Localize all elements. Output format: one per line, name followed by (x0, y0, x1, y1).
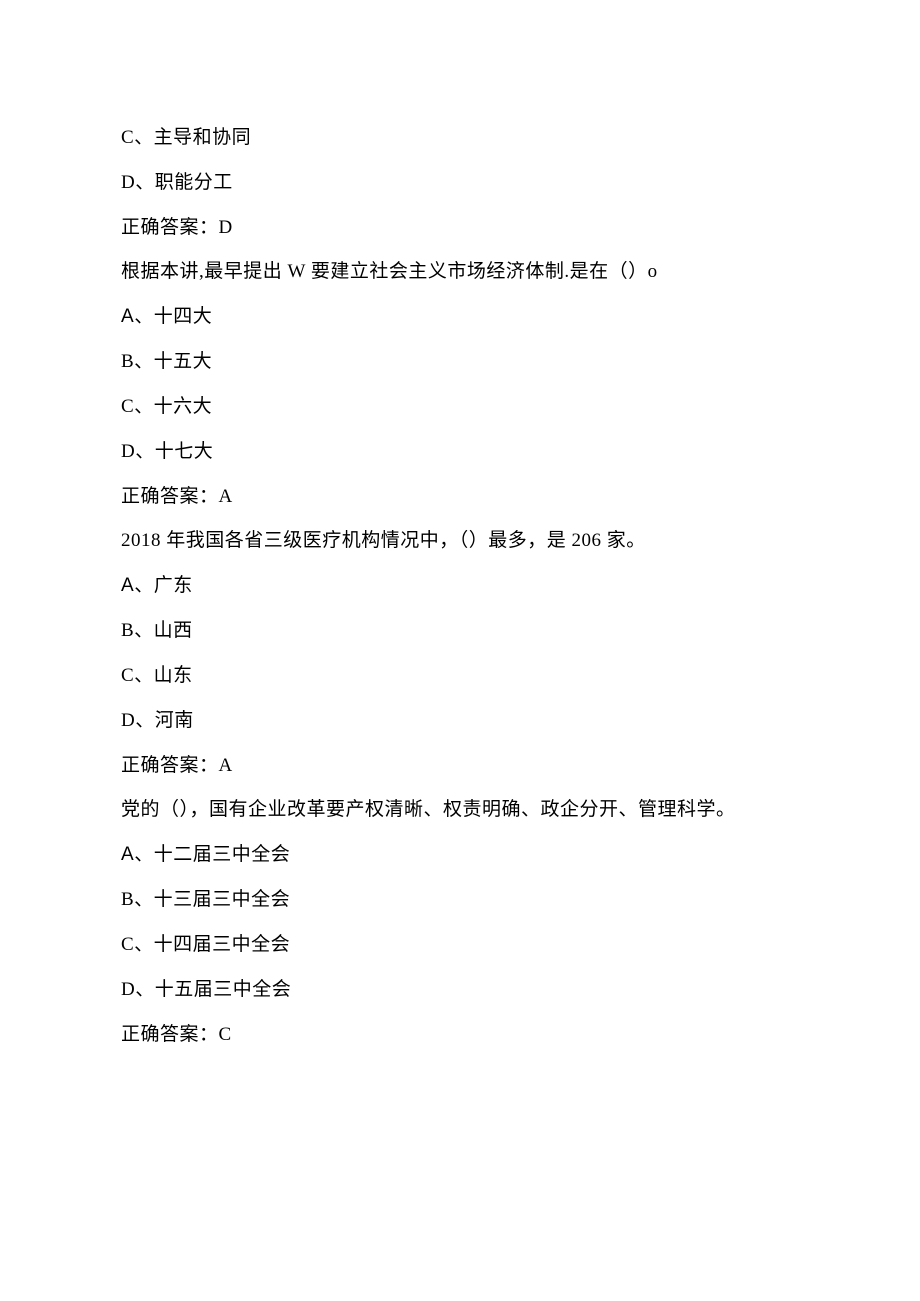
option-b-line: B、山西 (121, 609, 820, 654)
option-a-text: 、十四大 (134, 306, 212, 327)
option-d-line: D、十七大 (121, 430, 820, 475)
answer-line: 正确答案：C (121, 1013, 820, 1058)
answer-line: 正确答案：D (121, 206, 820, 251)
option-a-line: A、广东 (121, 564, 820, 609)
option-d-line: D、十五届三中全会 (121, 968, 820, 1013)
option-a-line: A、十四大 (121, 295, 820, 340)
option-c-line: C、十六大 (121, 385, 820, 430)
option-b-line: B、十五大 (121, 340, 820, 385)
option-d-line: D、职能分工 (121, 161, 820, 206)
option-a-text: 、广东 (134, 575, 193, 596)
question-line: 2018 年我国各省三级医疗机构情况中，（）最多，是 206 家。 (121, 519, 820, 564)
question-line: 党的（），国有企业改革要产权清晰、权责明确、政企分开、管理科学。 (121, 788, 820, 833)
label-a: A (121, 306, 134, 327)
answer-line: 正确答案：A (121, 744, 820, 789)
option-c-line: C、主导和协同 (121, 116, 820, 161)
option-d-line: D、河南 (121, 699, 820, 744)
answer-line: 正确答案：A (121, 475, 820, 520)
label-a: A (121, 575, 134, 596)
label-a: A (121, 844, 134, 865)
option-a-line: A、十二届三中全会 (121, 833, 820, 878)
question-line: 根据本讲,最早提出 W 要建立社会主义市场经济体制.是在（）o (121, 250, 820, 295)
option-a-text: 、十二届三中全会 (134, 844, 290, 865)
option-c-line: C、十四届三中全会 (121, 923, 820, 968)
option-b-line: B、十三届三中全会 (121, 878, 820, 923)
option-c-line: C、山东 (121, 654, 820, 699)
